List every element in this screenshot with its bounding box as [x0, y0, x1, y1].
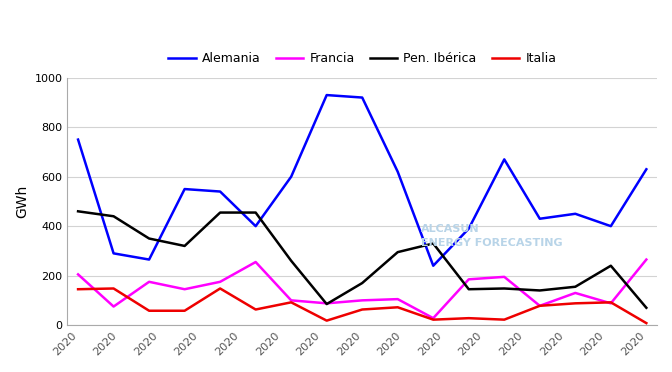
Francia — [358, 298, 366, 302]
Alemania — [358, 95, 366, 100]
Pen. Ibérica — [358, 281, 366, 285]
Alemania — [394, 170, 402, 174]
Italia — [287, 300, 295, 305]
Francia — [110, 304, 118, 309]
Pen. Ibérica — [216, 210, 224, 215]
Francia — [394, 297, 402, 301]
Pen. Ibérica — [607, 263, 615, 268]
Pen. Ibérica — [251, 210, 259, 215]
Pen. Ibérica — [465, 287, 473, 291]
Alemania — [536, 217, 544, 221]
Pen. Ibérica — [145, 236, 153, 241]
Pen. Ibérica — [181, 244, 189, 248]
Italia — [110, 286, 118, 291]
Pen. Ibérica — [429, 241, 437, 246]
Alemania — [607, 224, 615, 228]
Alemania — [323, 93, 331, 97]
Y-axis label: GWh: GWh — [15, 185, 29, 218]
Italia — [642, 321, 650, 326]
Line: Alemania: Alemania — [78, 95, 646, 266]
Alemania — [74, 137, 82, 142]
Alemania — [287, 174, 295, 179]
Francia — [642, 257, 650, 262]
Alemania — [181, 187, 189, 191]
Alemania — [216, 189, 224, 194]
Italia — [536, 304, 544, 308]
Italia — [216, 286, 224, 291]
Francia — [500, 275, 508, 279]
Francia — [74, 272, 82, 277]
Alemania — [642, 167, 650, 171]
Italia — [145, 308, 153, 313]
Pen. Ibérica — [287, 259, 295, 263]
Alemania — [251, 224, 259, 228]
Pen. Ibérica — [500, 286, 508, 291]
Line: Italia: Italia — [78, 289, 646, 323]
Francia — [536, 304, 544, 308]
Pen. Ibérica — [323, 302, 331, 306]
Francia — [216, 280, 224, 284]
Legend: Alemania, Francia, Pen. Ibérica, Italia: Alemania, Francia, Pen. Ibérica, Italia — [163, 47, 561, 70]
Alemania — [110, 251, 118, 256]
Pen. Ibérica — [642, 305, 650, 310]
Italia — [394, 305, 402, 310]
Text: ALCASUN
ENERGY FORECASTING: ALCASUN ENERGY FORECASTING — [421, 224, 562, 248]
Pen. Ibérica — [536, 288, 544, 293]
Francia — [607, 301, 615, 305]
Francia — [429, 316, 437, 320]
Francia — [251, 260, 259, 264]
Alemania — [571, 212, 579, 216]
Italia — [323, 318, 331, 323]
Francia — [145, 280, 153, 284]
Pen. Ibérica — [74, 209, 82, 214]
Italia — [181, 308, 189, 313]
Pen. Ibérica — [394, 250, 402, 254]
Line: Pen. Ibérica: Pen. Ibérica — [78, 211, 646, 308]
Italia — [358, 307, 366, 312]
Line: Francia: Francia — [78, 260, 646, 318]
Italia — [607, 300, 615, 305]
Francia — [571, 291, 579, 295]
Alemania — [145, 257, 153, 262]
Alemania — [500, 157, 508, 161]
Francia — [181, 287, 189, 291]
Italia — [74, 287, 82, 291]
Italia — [500, 317, 508, 322]
Italia — [251, 307, 259, 312]
Francia — [323, 301, 331, 305]
Pen. Ibérica — [110, 214, 118, 218]
Italia — [465, 316, 473, 320]
Pen. Ibérica — [571, 285, 579, 289]
Francia — [287, 298, 295, 302]
Francia — [465, 277, 473, 282]
Italia — [571, 301, 579, 305]
Alemania — [429, 263, 437, 268]
Italia — [429, 317, 437, 322]
Alemania — [465, 227, 473, 231]
